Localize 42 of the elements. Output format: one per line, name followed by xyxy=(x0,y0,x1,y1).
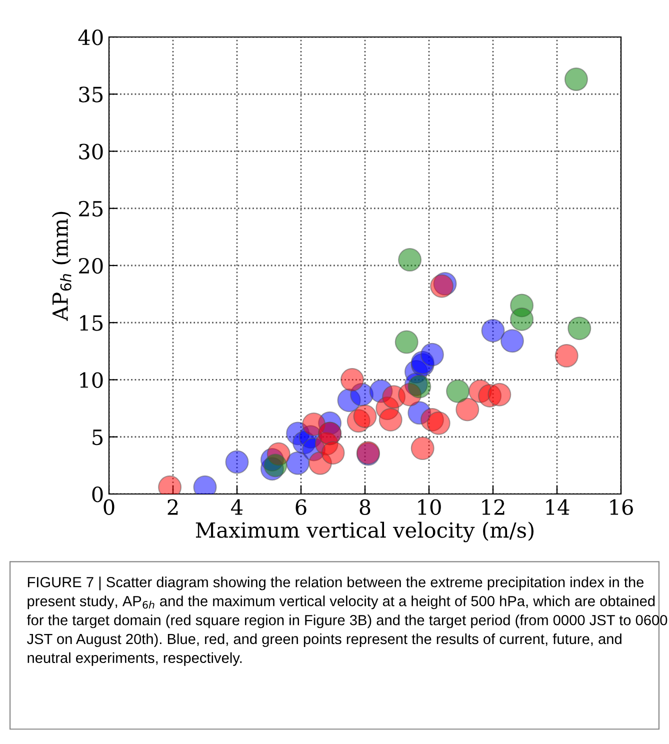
x-tick-label: 16 xyxy=(610,499,633,515)
x-tick-label: 8 xyxy=(360,499,370,515)
point xyxy=(394,330,418,354)
point xyxy=(378,408,402,432)
y-tick-label: 5 xyxy=(92,430,103,446)
point xyxy=(408,374,432,398)
point xyxy=(420,342,444,366)
point xyxy=(564,68,588,92)
y-tick-label: 40 xyxy=(78,29,103,46)
y-tick-label: 10 xyxy=(80,372,103,388)
y-axis-title: AP$_{6h}$ (mm) xyxy=(52,212,72,322)
x-tick-label: 0 xyxy=(104,499,114,515)
y-tick-label: 30 xyxy=(79,144,103,160)
x-tick-label: 2 xyxy=(168,499,178,515)
point xyxy=(488,382,512,406)
point xyxy=(554,344,578,368)
x-axis-title: Maximum vertical velocity (m/s) xyxy=(196,522,534,542)
x-tick-label: 6 xyxy=(296,499,306,515)
point xyxy=(510,307,534,331)
x-tick-label: 10 xyxy=(418,499,441,515)
point xyxy=(426,411,450,435)
point xyxy=(353,404,377,428)
y-tick-label: 15 xyxy=(80,315,103,331)
point xyxy=(456,398,480,422)
x-tick-label: 12 xyxy=(482,499,504,515)
point xyxy=(225,450,249,474)
y-tick-label: 0 xyxy=(92,486,103,502)
point xyxy=(264,454,288,478)
point xyxy=(340,368,364,392)
point xyxy=(500,329,524,353)
x-tick-label: 14 xyxy=(546,499,570,515)
point xyxy=(410,436,434,460)
caption: FIGURE 7 | Scatter diagram showing the relation between the extreme precipitation index in the present study, AP$_{6h}$ and the maximum vertical velocity at a height of 500 hPa, which are obtained for the target domain (red square region in Figure 3B) and the target period (from 0000 JST to 0600 JST on August 20th). Blue, red, and green points represent the results of current, future, and neutral experiments, respectively. xyxy=(26,576,668,666)
point xyxy=(321,441,345,465)
y-tick-label: 20 xyxy=(79,258,103,274)
x-tick-label: 4 xyxy=(231,499,243,515)
y-tick-label: 25 xyxy=(79,200,103,217)
point xyxy=(446,379,470,403)
point xyxy=(568,316,592,340)
y-tick-label: 35 xyxy=(79,86,103,102)
point xyxy=(398,248,422,272)
point xyxy=(481,318,505,342)
